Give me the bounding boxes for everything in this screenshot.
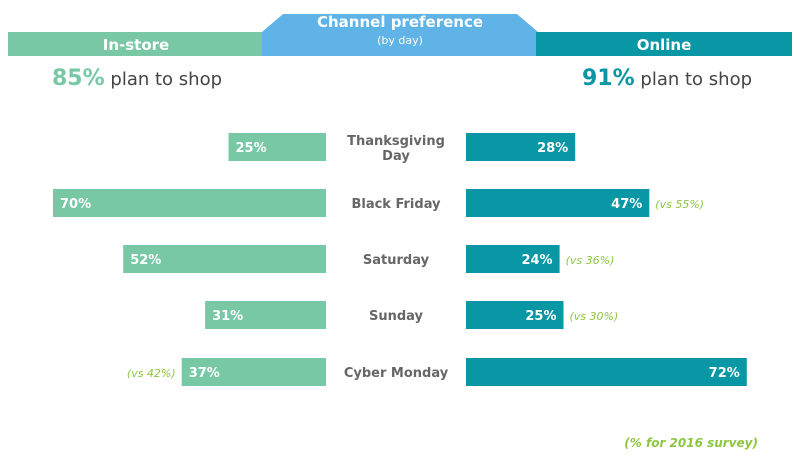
instore-header-bar xyxy=(8,32,264,56)
instore-summary-text: plan to shop xyxy=(110,69,223,90)
instore-summary: 85% plan to shop xyxy=(52,66,222,91)
instore-value-label-sunday: 31% xyxy=(212,309,243,324)
category-label-cyber-monday: Cyber Monday xyxy=(344,366,449,381)
instore-comparison-cyber-monday: (vs 42%) xyxy=(127,367,176,380)
channel-preference-header-tab xyxy=(262,14,538,56)
category-label-thanksgiving-day: Thanksgiving xyxy=(347,134,445,149)
online-summary-pct: 91% xyxy=(582,66,635,91)
instore-value-label-saturday: 52% xyxy=(130,253,161,268)
instore-bar-saturday xyxy=(123,245,326,273)
online-summary: 91% plan to shop xyxy=(582,66,752,91)
online-bar-thanksgiving-day xyxy=(466,133,576,161)
footnote: (% for 2016 survey) xyxy=(624,436,758,450)
online-comparison-black-friday: (vs 55%) xyxy=(655,198,704,211)
online-bar-sunday xyxy=(466,301,564,329)
online-summary-text: plan to shop xyxy=(640,69,753,90)
online-value-label-cyber-monday: 72% xyxy=(709,366,740,381)
category-label-saturday: Saturday xyxy=(363,253,430,268)
header-banner: In-store Channel preference (by day) Onl… xyxy=(8,13,792,56)
online-comparison-sunday: (vs 30%) xyxy=(570,310,619,323)
instore-bar-sunday xyxy=(205,301,326,329)
online-bar-saturday xyxy=(466,245,560,273)
instore-header-label: In-store xyxy=(103,36,169,54)
online-value-label-black-friday: 47% xyxy=(611,197,642,212)
online-value-label-saturday: 24% xyxy=(521,253,552,268)
online-header-label: Online xyxy=(637,36,692,54)
chart-title: Channel preference xyxy=(317,13,483,31)
category-label-black-friday: Black Friday xyxy=(351,197,441,212)
instore-bar-thanksgiving-day xyxy=(228,133,326,161)
online-bar-cyber-monday xyxy=(466,358,747,386)
category-label-sunday: Sunday xyxy=(369,309,424,324)
category-label-thanksgiving-day: Day xyxy=(382,149,410,164)
online-header-bar xyxy=(536,32,792,56)
instore-bar-cyber-monday xyxy=(181,358,326,386)
instore-value-label-cyber-monday: 37% xyxy=(189,366,220,381)
instore-value-label-thanksgiving-day: 25% xyxy=(236,141,267,156)
online-value-label-sunday: 25% xyxy=(525,309,556,324)
online-bar-black-friday xyxy=(466,189,650,217)
instore-bar-black-friday xyxy=(53,189,326,217)
instore-value-label-black-friday: 70% xyxy=(60,197,91,212)
instore-summary-pct: 85% xyxy=(52,66,105,91)
online-value-label-thanksgiving-day: 28% xyxy=(537,141,568,156)
chart-subtitle: (by day) xyxy=(377,34,423,47)
online-comparison-saturday: (vs 36%) xyxy=(566,254,615,267)
